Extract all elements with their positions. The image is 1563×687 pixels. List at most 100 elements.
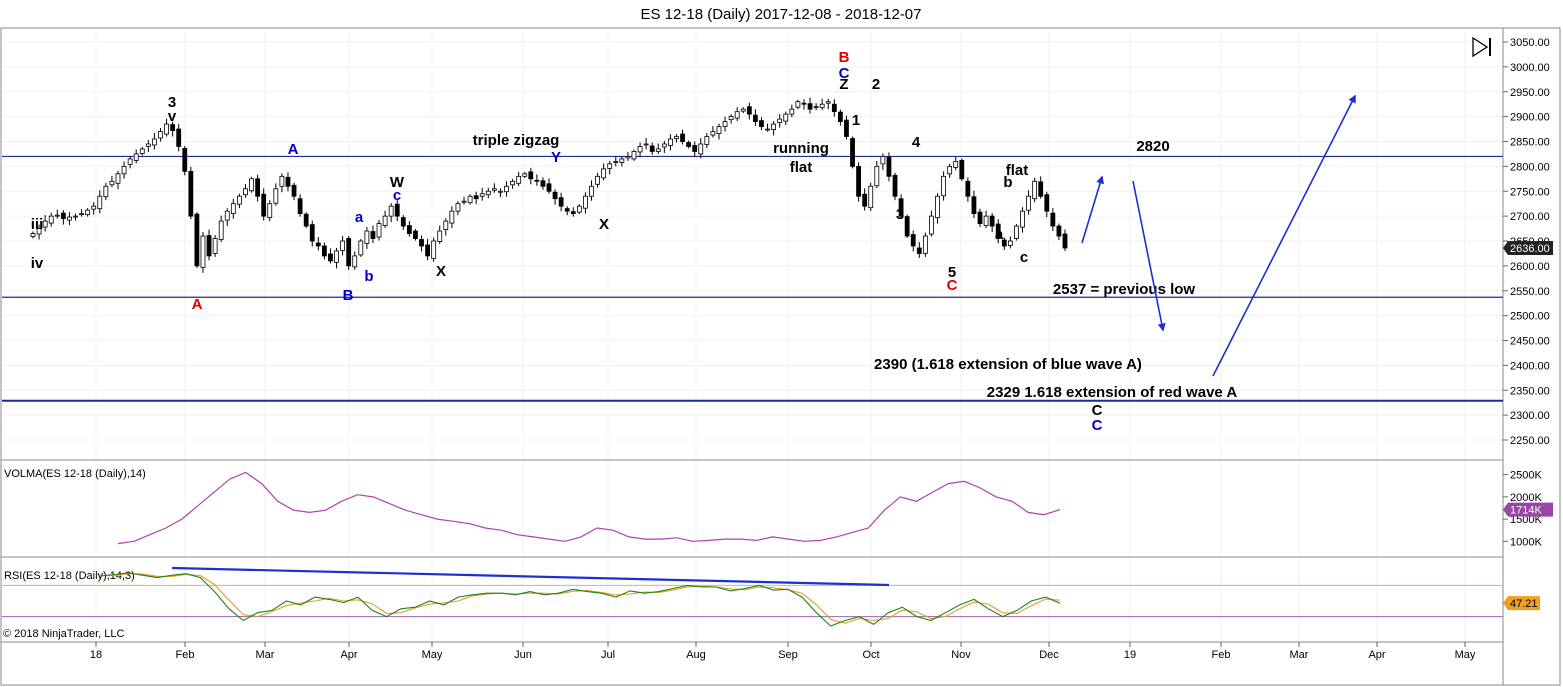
wave-label-23: b xyxy=(1003,174,1012,191)
candle-body-153 xyxy=(959,160,965,180)
rsi-value-label: 47.21 xyxy=(1510,598,1538,610)
volma-value-badge xyxy=(1503,502,1553,517)
candle-body-67 xyxy=(437,230,443,242)
candle-body-122 xyxy=(771,123,777,130)
wave-label-2: 3 xyxy=(168,94,176,111)
wave-label-14: B xyxy=(839,49,850,66)
wave-label-16: Z xyxy=(839,76,848,93)
candle-body-15 xyxy=(121,165,127,175)
candle-body-64 xyxy=(419,239,424,247)
candle-body-14 xyxy=(115,173,121,184)
price-tick-label: 3000.00 xyxy=(1510,62,1550,74)
candle-body-42 xyxy=(285,176,291,187)
annotation-2: flat xyxy=(790,159,813,176)
candle-body-80 xyxy=(516,175,522,184)
candle-body-111 xyxy=(704,136,710,145)
candle-body-93 xyxy=(595,175,600,185)
wave-label-9: W xyxy=(390,174,405,191)
wave-label-24: a xyxy=(995,226,1004,243)
candle-body-48 xyxy=(321,245,327,257)
chart-title: ES 12-18 (Daily) 2017-12-08 - 2018-12-07 xyxy=(641,6,922,23)
time-tick-label: 18 xyxy=(90,649,102,661)
candle-body-104 xyxy=(661,143,667,148)
price-tick-label: 2600.00 xyxy=(1510,261,1550,273)
time-tick-label: Oct xyxy=(862,649,879,661)
candle-body-5 xyxy=(60,212,66,220)
candle-body-81 xyxy=(522,173,528,177)
candle-body-55 xyxy=(364,230,370,244)
price-tick-label: 2400.00 xyxy=(1510,360,1550,372)
candle-body-127 xyxy=(801,102,807,105)
chart-frame xyxy=(0,27,1561,686)
wave-label-7: a xyxy=(355,209,364,226)
time-tick-label: Feb xyxy=(176,649,195,661)
candle-body-113 xyxy=(716,126,722,134)
copyright-text: © 2018 NinjaTrader, LLC xyxy=(3,628,124,640)
play-pause-icon[interactable] xyxy=(1469,36,1495,58)
candle-body-90 xyxy=(576,205,582,213)
annotation-7: 2329 1.618 extension of red wave A xyxy=(987,384,1238,401)
price-tick-label: 2350.00 xyxy=(1510,385,1550,397)
candle-body-101 xyxy=(643,143,649,146)
time-tick-label: Mar xyxy=(256,649,275,661)
candle-body-117 xyxy=(740,108,746,112)
candle-body-53 xyxy=(352,255,358,268)
candle-body-99 xyxy=(631,151,637,160)
candle-body-31 xyxy=(218,220,224,240)
price-tick-label: 2950.00 xyxy=(1510,87,1550,99)
rsi-panel: RSI(ES 12-18 (Daily),14,3) 47.21 xyxy=(2,570,1540,627)
candle-body-56 xyxy=(370,231,376,239)
candle-body-125 xyxy=(789,108,795,115)
candle-body-70 xyxy=(455,203,461,212)
candle-body-27 xyxy=(194,213,200,267)
candle-body-23 xyxy=(170,124,176,131)
candle-body-8 xyxy=(79,213,84,216)
candle-body-120 xyxy=(759,120,764,127)
candle-body-132 xyxy=(831,103,837,113)
candle-body-118 xyxy=(746,106,752,115)
candle-body-34 xyxy=(236,195,242,205)
price-tick-label: 2300.00 xyxy=(1510,410,1550,422)
candle-body-46 xyxy=(309,224,315,242)
candle-body-146 xyxy=(916,247,922,254)
wave-label-11: X xyxy=(436,263,446,280)
wave-label-21: 5 xyxy=(948,264,956,281)
candle-body-47 xyxy=(315,242,321,247)
candle-body-94 xyxy=(601,168,607,179)
candle-body-35 xyxy=(243,188,248,196)
candle-body-105 xyxy=(668,138,673,146)
candle-body-162 xyxy=(1014,225,1019,239)
candle-body-12 xyxy=(103,185,109,198)
candle-body-39 xyxy=(267,203,273,219)
wave-label-18: 1 xyxy=(852,112,860,129)
candle-body-155 xyxy=(971,196,977,215)
wave-label-4: A xyxy=(192,296,203,313)
candle-body-141 xyxy=(886,157,892,177)
candle-body-0 xyxy=(30,233,36,237)
candle-body-69 xyxy=(449,210,455,224)
candle-body-38 xyxy=(261,193,267,217)
candle-body-98 xyxy=(625,156,631,159)
candle-body-49 xyxy=(328,253,333,262)
candle-body-36 xyxy=(249,178,254,192)
candle-body-161 xyxy=(1007,240,1013,246)
last-price-badge xyxy=(1503,240,1553,255)
price-tick-label: 3050.00 xyxy=(1510,37,1550,49)
candle-body-108 xyxy=(686,142,692,147)
candle-body-97 xyxy=(619,158,625,163)
volma-tick-label: 2500K xyxy=(1510,470,1542,482)
candle-body-109 xyxy=(692,145,698,152)
candle-body-83 xyxy=(534,179,540,182)
candle-body-145 xyxy=(910,234,916,247)
candle-body-158 xyxy=(989,215,995,227)
candle-body-136 xyxy=(856,165,861,197)
candle-body-139 xyxy=(874,165,880,187)
candle-body-84 xyxy=(540,180,546,187)
candle-body-45 xyxy=(303,213,309,227)
candle-body-165 xyxy=(1032,180,1038,200)
candle-body-68 xyxy=(443,220,449,230)
candle-body-28 xyxy=(200,235,206,268)
price-tick-label: 2900.00 xyxy=(1510,112,1550,124)
wave-label-13: X xyxy=(599,216,609,233)
